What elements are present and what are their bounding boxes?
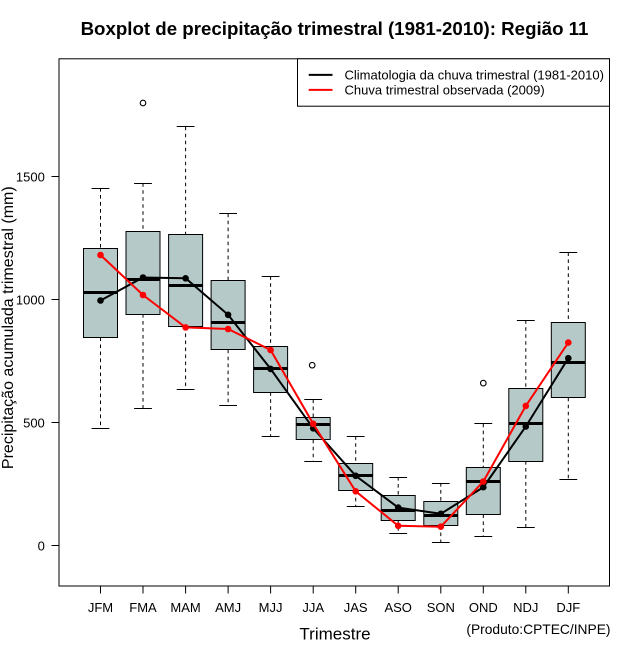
svg-text:Chuva trimestral observada (20: Chuva trimestral observada (2009): [345, 82, 545, 97]
svg-text:FMA: FMA: [129, 600, 157, 615]
svg-text:Climatologia da chuva trimestr: Climatologia da chuva trimestral (1981-2…: [345, 67, 604, 82]
svg-text:OND: OND: [469, 600, 498, 615]
svg-text:AMJ: AMJ: [215, 600, 241, 615]
svg-text:DJF: DJF: [556, 600, 580, 615]
svg-text:Precipitação acumulada trimest: Precipitação acumulada trimestral (mm): [0, 186, 17, 469]
svg-text:Boxplot de precipitação trimes: Boxplot de precipitação trimestral (1981…: [81, 18, 589, 39]
svg-text:500: 500: [23, 416, 45, 431]
svg-text:JAS: JAS: [344, 600, 368, 615]
svg-text:1000: 1000: [16, 292, 45, 307]
svg-text:SON: SON: [427, 600, 455, 615]
svg-text:1500: 1500: [16, 169, 45, 184]
svg-text:NDJ: NDJ: [513, 600, 538, 615]
svg-text:0: 0: [38, 539, 45, 554]
svg-text:ASO: ASO: [384, 600, 411, 615]
svg-text:JJA: JJA: [302, 600, 324, 615]
svg-text:MJJ: MJJ: [259, 600, 283, 615]
svg-text:JFM: JFM: [88, 600, 113, 615]
svg-text:Trimestre: Trimestre: [299, 625, 370, 644]
svg-text:MAM: MAM: [170, 600, 200, 615]
svg-text:(Produto:CPTEC/INPE): (Produto:CPTEC/INPE): [466, 622, 610, 637]
